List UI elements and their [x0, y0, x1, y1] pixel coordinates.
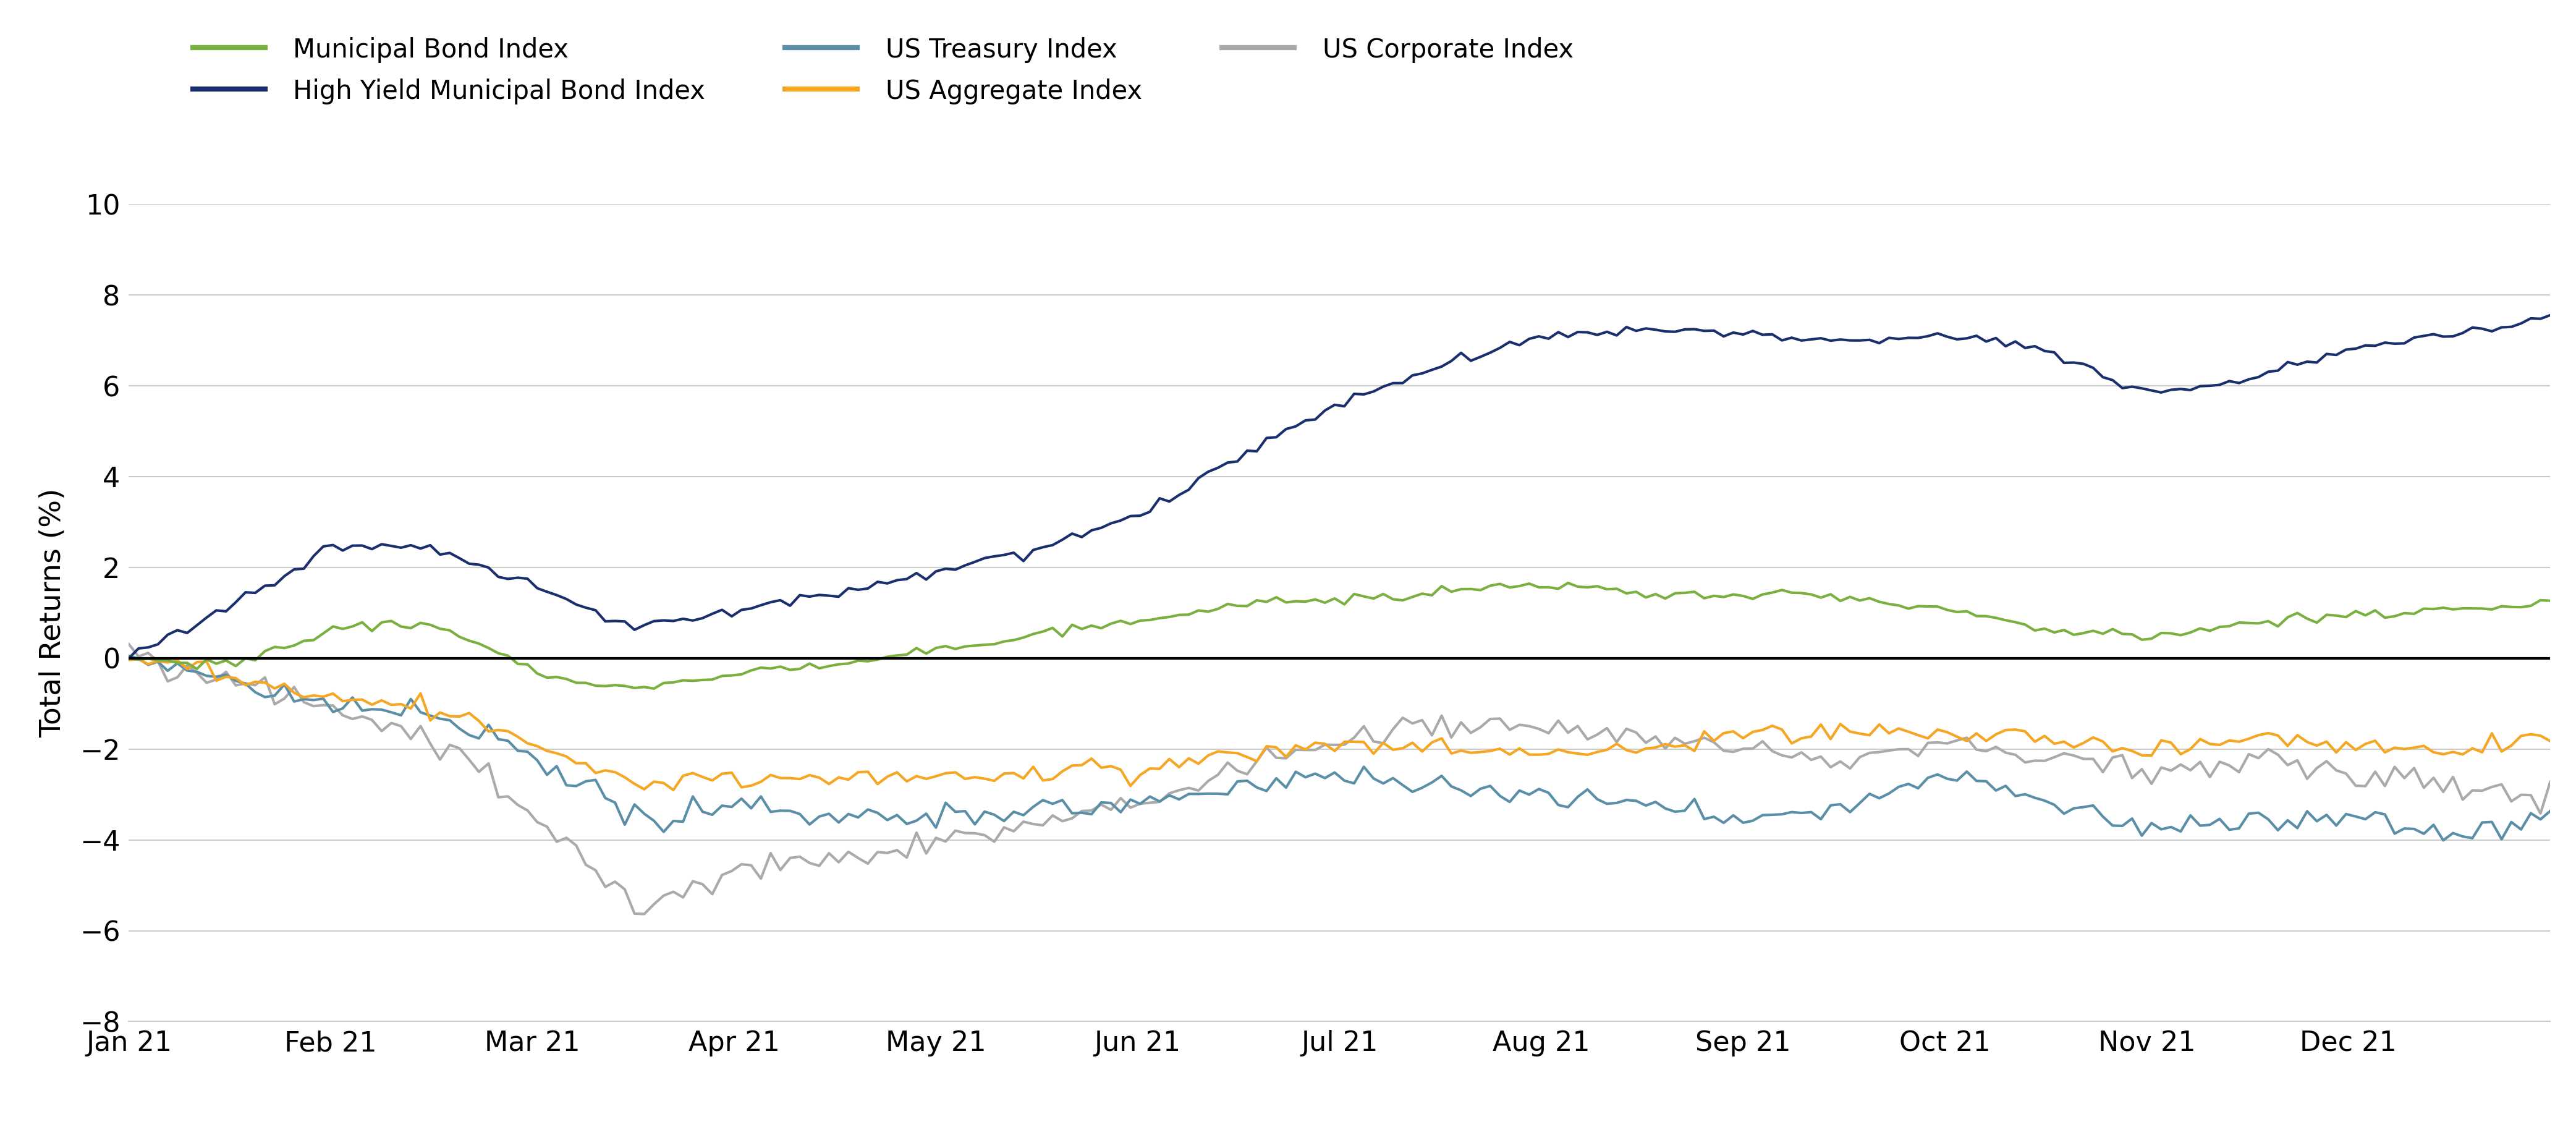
US Treasury Index [113, 649, 144, 663]
US Corporate Index [1126, 797, 1157, 810]
High Yield Municipal Bond Index [513, 572, 544, 586]
US Corporate Index [2535, 775, 2566, 789]
Municipal Bond Index [1126, 614, 1157, 628]
US Corporate Index [513, 804, 544, 817]
US Treasury Index [1115, 792, 1146, 806]
US Corporate Index [1522, 722, 1553, 735]
Municipal Bond Index [2458, 602, 2488, 615]
US Treasury Index [513, 745, 544, 758]
US Corporate Index [629, 907, 659, 920]
Line: High Yield Municipal Bond Index: High Yield Municipal Bond Index [129, 316, 2550, 658]
Municipal Bond Index [2535, 594, 2566, 607]
US Aggregate Index [113, 653, 144, 666]
Line: US Treasury Index: US Treasury Index [129, 656, 2550, 840]
High Yield Municipal Bond Index [1515, 333, 1546, 346]
US Treasury Index [2447, 830, 2478, 843]
Municipal Bond Index [513, 657, 544, 671]
High Yield Municipal Bond Index [2437, 329, 2468, 343]
US Corporate Index [1095, 802, 1126, 816]
US Treasury Index [2427, 833, 2458, 847]
Municipal Bond Index [1553, 577, 1584, 590]
US Treasury Index [1785, 806, 1816, 819]
Line: US Aggregate Index: US Aggregate Index [129, 659, 2550, 790]
Municipal Bond Index [113, 651, 144, 665]
Municipal Bond Index [639, 682, 670, 696]
US Corporate Index [113, 637, 144, 650]
US Aggregate Index [1533, 747, 1564, 760]
US Aggregate Index [1806, 717, 1837, 731]
Municipal Bond Index [1522, 580, 1553, 594]
US Aggregate Index [2458, 741, 2488, 755]
US Aggregate Index [657, 783, 688, 797]
US Treasury Index [1515, 788, 1546, 801]
Municipal Bond Index [1806, 591, 1837, 605]
Y-axis label: Total Returns (%): Total Returns (%) [39, 488, 67, 738]
High Yield Municipal Bond Index [113, 651, 144, 665]
US Aggregate Index [523, 739, 554, 753]
Line: US Corporate Index: US Corporate Index [129, 644, 2550, 914]
Municipal Bond Index [1095, 616, 1126, 630]
US Aggregate Index [124, 653, 155, 666]
US Corporate Index [1795, 754, 1826, 767]
US Aggregate Index [1105, 763, 1136, 776]
US Aggregate Index [1133, 762, 1164, 775]
US Treasury Index [1087, 796, 1118, 809]
High Yield Municipal Bond Index [1115, 510, 1146, 523]
Legend: Municipal Bond Index, High Yield Municipal Bond Index, US Treasury Index, US Agg: Municipal Bond Index, High Yield Municip… [191, 37, 1574, 104]
US Treasury Index [2535, 804, 2566, 817]
High Yield Municipal Bond Index [1087, 521, 1118, 535]
Line: Municipal Bond Index: Municipal Bond Index [129, 583, 2550, 689]
High Yield Municipal Bond Index [2535, 309, 2566, 322]
High Yield Municipal Bond Index [1785, 334, 1816, 347]
US Corporate Index [2447, 793, 2478, 807]
US Aggregate Index [2535, 734, 2566, 748]
